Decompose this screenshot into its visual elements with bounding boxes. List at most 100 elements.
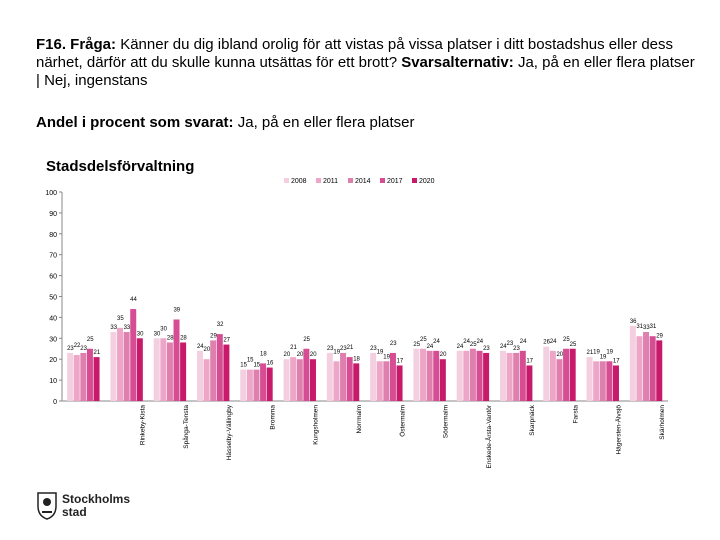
bar [296, 359, 303, 401]
category-label: Farsta [572, 405, 579, 424]
data-label: 23 [513, 346, 520, 352]
bar [370, 352, 377, 401]
bar [483, 352, 490, 401]
answers-label: Svarsalternativ: [397, 54, 514, 71]
data-label: 25 [470, 342, 477, 348]
data-label: 15 [240, 363, 247, 369]
bar [326, 352, 333, 401]
y-tick-label: 90 [49, 211, 57, 218]
data-label: 20 [440, 352, 447, 358]
data-label: 23 [80, 346, 87, 352]
bar [426, 350, 433, 401]
bar [413, 348, 420, 401]
data-label: 23 [340, 346, 347, 352]
data-label: 21 [347, 345, 354, 351]
logo-line1: Stockholms [62, 492, 130, 506]
bar [73, 355, 80, 401]
data-label: 39 [173, 307, 180, 313]
data-label: 19 [606, 349, 613, 355]
bar [309, 359, 316, 401]
data-label: 26 [543, 340, 550, 346]
legend-swatch [380, 178, 385, 183]
data-label: 16 [267, 361, 274, 367]
logo-graphic: Stockholms stad [37, 492, 130, 520]
data-label: 25 [563, 337, 570, 343]
data-label: 23 [67, 346, 74, 352]
bar [160, 338, 167, 401]
data-label: 25 [570, 342, 577, 348]
bar [549, 350, 556, 401]
stockholm-logo: Stockholms stad [36, 490, 156, 525]
bar [656, 340, 663, 401]
data-label: 21 [587, 350, 594, 356]
bar [80, 352, 87, 401]
bar [210, 340, 217, 401]
data-label: 24 [433, 339, 440, 345]
y-tick-label: 20 [49, 357, 57, 364]
category-label: Östermalm [398, 405, 406, 437]
data-label: 24 [197, 344, 204, 350]
data-label: 19 [383, 354, 390, 360]
legend-label: 2008 [291, 178, 307, 185]
bar [586, 357, 593, 401]
bar [333, 361, 340, 401]
data-label: 36 [630, 319, 637, 325]
bar [463, 350, 470, 401]
bar [240, 369, 247, 401]
data-label: 21 [93, 350, 100, 356]
bar [376, 361, 383, 401]
data-label: 25 [413, 342, 420, 348]
data-label: 23 [483, 346, 490, 352]
bar [519, 350, 526, 401]
share-text: Ja, på en eller flera platser [233, 114, 415, 131]
chart-title: Stadsdelsförvaltning [46, 158, 195, 175]
data-label: 25 [303, 337, 310, 343]
bar [303, 348, 310, 401]
category-label: Kungsholmen [313, 405, 320, 445]
bar [439, 359, 446, 401]
data-label: 30 [160, 326, 167, 332]
bar [93, 357, 100, 401]
bar [346, 357, 353, 401]
data-label: 25 [420, 337, 427, 343]
data-label: 17 [526, 358, 533, 364]
share-label: Andel i procent som svarat: [36, 114, 234, 131]
y-tick-label: 30 [49, 336, 57, 343]
data-label: 22 [74, 343, 81, 349]
y-tick-label: 100 [45, 190, 57, 197]
bar [290, 357, 297, 401]
bar [513, 352, 520, 401]
data-label: 33 [643, 325, 650, 331]
y-tick-label: 40 [49, 315, 57, 322]
bar [476, 350, 483, 401]
category-label: Hägersten-Älvsjö [615, 405, 623, 455]
bar [340, 352, 347, 401]
bar [433, 350, 440, 401]
bar [543, 346, 550, 401]
y-tick-label: 50 [49, 295, 57, 302]
question-label: F16. Fråga: [36, 36, 117, 53]
data-label: 24 [427, 344, 434, 350]
data-label: 27 [223, 338, 230, 344]
data-label: 28 [180, 335, 187, 341]
data-label: 20 [556, 352, 563, 358]
legend-swatch [412, 178, 417, 183]
bar [173, 319, 180, 401]
bar [389, 352, 396, 401]
category-label: Södermalm [443, 405, 450, 438]
bar [643, 332, 650, 401]
slide-subtitle: Andel i procent som svarat: Ja, på en el… [36, 114, 696, 132]
data-label: 24 [500, 344, 507, 350]
bar [469, 348, 476, 401]
category-label: Bromma [269, 405, 276, 430]
data-label: 33 [124, 325, 131, 331]
data-label: 30 [154, 331, 161, 337]
legend-label: 2011 [323, 178, 338, 185]
category-label: Hässelby-Vällingby [226, 404, 233, 460]
y-tick-label: 70 [49, 253, 57, 260]
bar [110, 332, 117, 401]
data-label: 19 [600, 354, 607, 360]
bar [223, 344, 230, 401]
y-tick-label: 80 [49, 232, 57, 239]
